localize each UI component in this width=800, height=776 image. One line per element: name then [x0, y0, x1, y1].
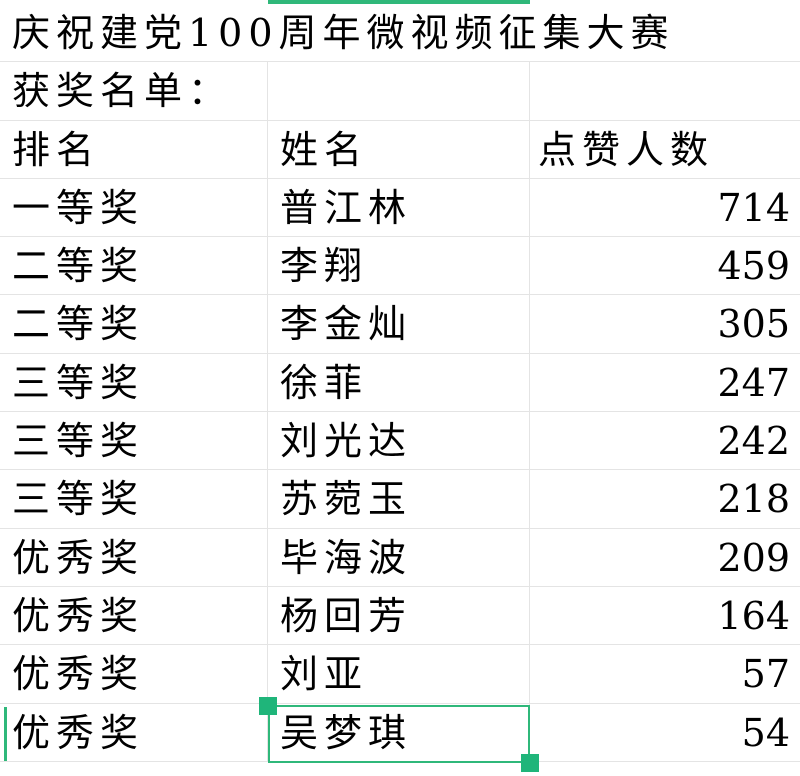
- table-row: 优秀奖 刘亚 57: [0, 645, 800, 704]
- header-rank[interactable]: 排名: [0, 120, 268, 178]
- table-row: 优秀奖 毕海波 209: [0, 528, 800, 587]
- selected-cell-border: [268, 705, 530, 763]
- name-cell[interactable]: 吴梦琪: [268, 703, 530, 761]
- likes-cell[interactable]: 57: [741, 652, 790, 697]
- likes-cell[interactable]: 218: [717, 477, 790, 522]
- rank-cell[interactable]: 一等奖: [0, 178, 268, 237]
- table-row: 二等奖 李金灿 305: [0, 295, 800, 354]
- subtitle-row: 获奖名单：: [0, 62, 800, 121]
- name-cell[interactable]: 普江林: [268, 178, 530, 237]
- selected-row-indicator: [4, 707, 7, 761]
- header-name[interactable]: 姓名: [268, 120, 530, 178]
- likes-cell[interactable]: 247: [717, 360, 790, 405]
- name-cell[interactable]: 刘亚: [268, 645, 530, 703]
- name-cell[interactable]: 毕海波: [268, 528, 530, 586]
- spreadsheet-grid: 庆祝建党100周年微视频征集大赛 获奖名单： 排名 姓名 点赞人数 一等奖 普江林…: [0, 4, 800, 762]
- empty-cell[interactable]: [530, 62, 800, 119]
- name-cell[interactable]: 徐菲: [268, 353, 530, 412]
- rank-cell[interactable]: 三等奖: [0, 412, 268, 470]
- rank-cell[interactable]: 优秀奖: [0, 586, 268, 645]
- selected-column-indicator: [268, 0, 530, 4]
- name-cell[interactable]: 苏菀玉: [268, 470, 530, 528]
- likes-cell[interactable]: 209: [717, 535, 790, 580]
- likes-cell[interactable]: 459: [717, 244, 790, 289]
- title-row: 庆祝建党100周年微视频征集大赛: [0, 4, 800, 63]
- rank-cell[interactable]: 二等奖: [0, 295, 268, 353]
- name-cell[interactable]: 刘光达: [268, 412, 530, 470]
- rank-cell[interactable]: 三等奖: [0, 470, 268, 528]
- subtitle-cell[interactable]: 获奖名单：: [0, 62, 268, 120]
- title-cell[interactable]: 庆祝建党100周年微视频征集大赛: [12, 11, 675, 55]
- likes-cell[interactable]: 54: [741, 710, 790, 755]
- table-row: 二等奖 李翔 459: [0, 237, 800, 296]
- table-row: 三等奖 苏菀玉 218: [0, 470, 800, 529]
- table-row: 优秀奖 杨回芳 164: [0, 586, 800, 646]
- fill-handle[interactable]: [521, 754, 539, 772]
- rank-cell[interactable]: 优秀奖: [0, 645, 268, 703]
- likes-cell[interactable]: 164: [717, 593, 790, 638]
- rank-cell[interactable]: 优秀奖: [0, 528, 268, 586]
- likes-cell[interactable]: 714: [717, 185, 790, 230]
- likes-cell[interactable]: 242: [717, 419, 790, 464]
- name-cell[interactable]: 李翔: [268, 237, 530, 295]
- name-cell[interactable]: 杨回芳: [268, 586, 530, 645]
- header-likes[interactable]: 点赞人数: [538, 127, 715, 172]
- selection-handle-top-left[interactable]: [259, 697, 277, 715]
- rank-cell[interactable]: 优秀奖: [0, 703, 268, 761]
- rank-cell[interactable]: 三等奖: [0, 353, 268, 412]
- likes-cell[interactable]: 305: [717, 302, 790, 347]
- rank-cell[interactable]: 二等奖: [0, 237, 268, 295]
- table-row: 优秀奖 吴梦琪 54: [0, 703, 800, 762]
- header-row: 排名 姓名 点赞人数: [0, 120, 800, 179]
- name-cell[interactable]: 李金灿: [268, 295, 530, 353]
- table-row: 一等奖 普江林 714: [0, 178, 800, 238]
- empty-cell[interactable]: [268, 62, 530, 120]
- table-row: 三等奖 刘光达 242: [0, 412, 800, 471]
- table-row: 三等奖 徐菲 247: [0, 353, 800, 413]
